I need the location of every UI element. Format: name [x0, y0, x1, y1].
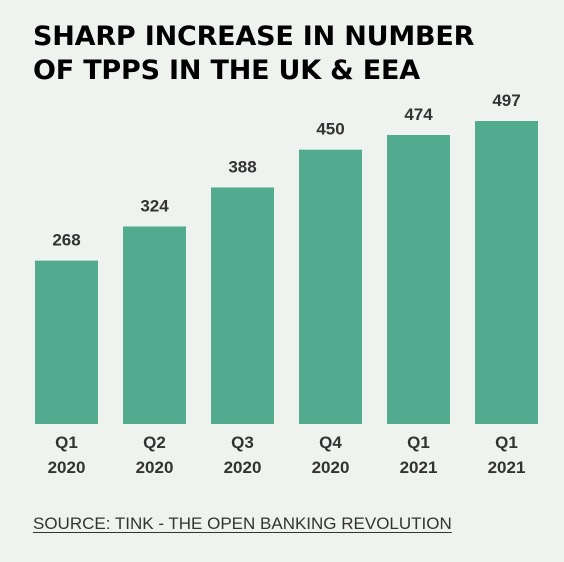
x-tick-label-6-quarter: Q1 — [495, 433, 518, 452]
x-tick-label-4-year: 2020 — [312, 458, 350, 477]
x-tick-labels-group: Q1 2020 Q2 2020 Q3 2020 Q4 2020 Q1 2021 Q1 2021 — [48, 433, 526, 477]
x-tick-label-2-year: 2020 — [136, 458, 174, 477]
data-label-2: 324 — [140, 196, 169, 215]
data-label-5: 474 — [404, 105, 433, 124]
bar-2 — [123, 226, 186, 424]
bar-3 — [211, 187, 274, 424]
bar-1 — [35, 260, 98, 424]
data-label-4: 450 — [316, 120, 344, 139]
x-tick-label-6-year: 2021 — [488, 458, 526, 477]
x-tick-label-5-quarter: Q1 — [407, 433, 430, 452]
bar-4 — [299, 149, 362, 424]
chart-title: SHARP INCREASE IN NUMBER OF TPPS IN THE … — [33, 20, 533, 88]
data-label-3: 388 — [228, 157, 256, 176]
data-label-1: 268 — [52, 231, 80, 250]
chart-title-line-2: OF TPPS IN THE UK & EEA — [33, 55, 420, 86]
x-tick-label-1-year: 2020 — [48, 458, 86, 477]
source-link[interactable]: SOURCE: TINK - THE OPEN BANKING REVOLUTI… — [33, 514, 452, 533]
bar-6 — [475, 121, 538, 424]
data-label-6: 497 — [492, 91, 520, 110]
bar-5 — [387, 135, 450, 424]
chart-title-line-1: SHARP INCREASE IN NUMBER — [33, 21, 475, 52]
x-tick-label-4-quarter: Q4 — [319, 433, 342, 452]
value-labels-group: 268 324 388 450 474 497 — [52, 91, 520, 250]
bar-chart: 268 324 388 450 474 497 Q1 2020 Q2 2020 Q3 2020 Q4 2… — [35, 91, 538, 477]
x-tick-label-3-year: 2020 — [224, 458, 262, 477]
bars-group — [35, 121, 538, 424]
x-tick-label-1-quarter: Q1 — [55, 433, 78, 452]
x-tick-label-2-quarter: Q2 — [143, 433, 166, 452]
x-tick-label-3-quarter: Q3 — [231, 433, 254, 452]
x-tick-label-5-year: 2021 — [400, 458, 438, 477]
